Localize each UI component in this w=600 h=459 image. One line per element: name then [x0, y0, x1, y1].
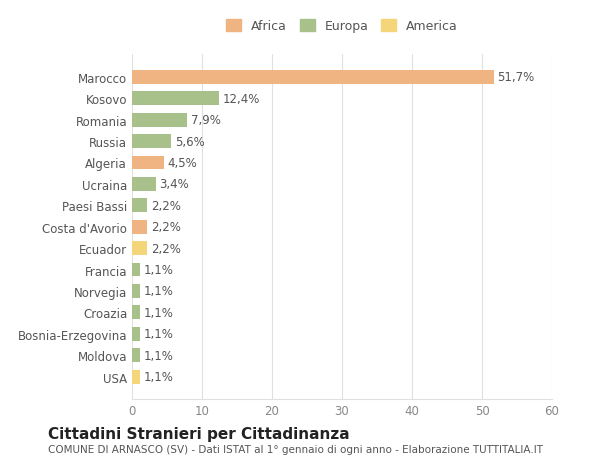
- Text: 4,5%: 4,5%: [167, 157, 197, 170]
- Text: 12,4%: 12,4%: [223, 93, 260, 106]
- Bar: [132, 220, 148, 234]
- Bar: [132, 370, 140, 384]
- Bar: [132, 156, 163, 170]
- Text: COMUNE DI ARNASCO (SV) - Dati ISTAT al 1° gennaio di ogni anno - Elaborazione TU: COMUNE DI ARNASCO (SV) - Dati ISTAT al 1…: [48, 444, 543, 454]
- Text: 51,7%: 51,7%: [497, 71, 535, 84]
- Text: 2,2%: 2,2%: [151, 221, 181, 234]
- Bar: [132, 71, 494, 84]
- Bar: [132, 263, 140, 277]
- Text: 1,1%: 1,1%: [143, 263, 173, 276]
- Legend: Africa, Europa, America: Africa, Europa, America: [223, 17, 461, 37]
- Text: 1,1%: 1,1%: [143, 285, 173, 298]
- Text: 1,1%: 1,1%: [143, 306, 173, 319]
- Text: 1,1%: 1,1%: [143, 349, 173, 362]
- Text: Cittadini Stranieri per Cittadinanza: Cittadini Stranieri per Cittadinanza: [48, 425, 350, 441]
- Text: 2,2%: 2,2%: [151, 242, 181, 255]
- Bar: [132, 135, 171, 149]
- Text: 1,1%: 1,1%: [143, 370, 173, 383]
- Bar: [132, 348, 140, 362]
- Bar: [132, 306, 140, 319]
- Bar: [132, 92, 219, 106]
- Bar: [132, 284, 140, 298]
- Text: 1,1%: 1,1%: [143, 328, 173, 341]
- Bar: [132, 327, 140, 341]
- Bar: [132, 241, 148, 256]
- Bar: [132, 199, 148, 213]
- Bar: [132, 178, 156, 191]
- Text: 5,6%: 5,6%: [175, 135, 205, 148]
- Text: 3,4%: 3,4%: [160, 178, 189, 191]
- Bar: [132, 113, 187, 127]
- Text: 7,9%: 7,9%: [191, 114, 221, 127]
- Text: 2,2%: 2,2%: [151, 199, 181, 213]
